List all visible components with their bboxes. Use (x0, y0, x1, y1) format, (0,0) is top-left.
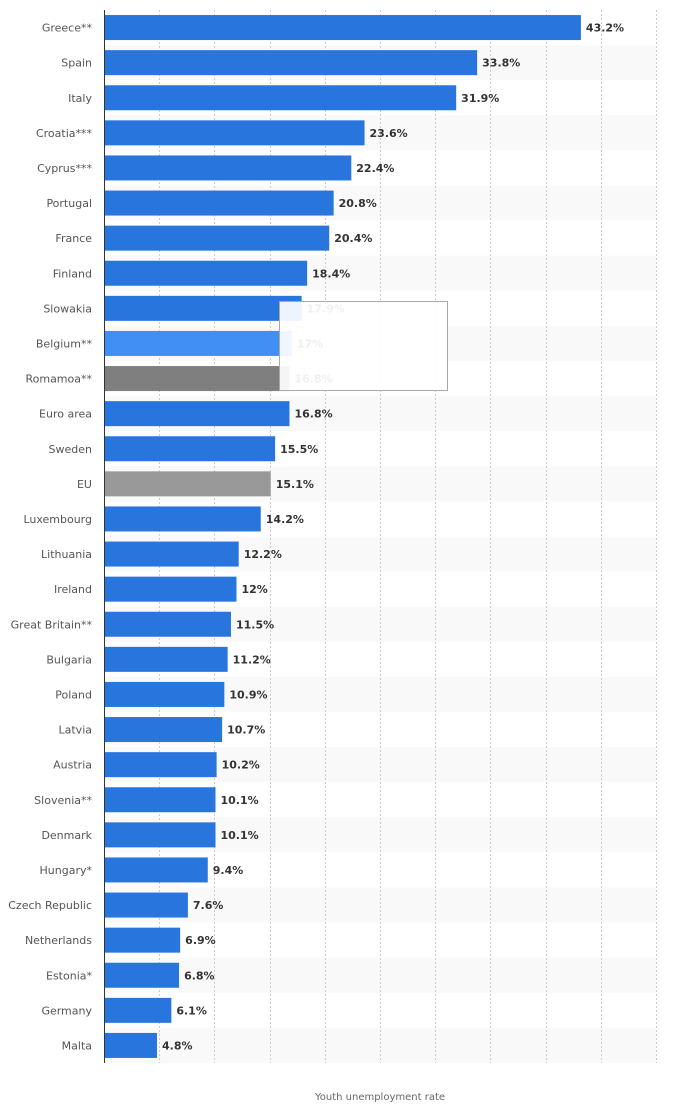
category-label: Italy (68, 92, 92, 105)
category-label: Germany (41, 1004, 92, 1017)
category-label: Luxembourg (23, 513, 92, 526)
category-label: Austria (53, 759, 92, 772)
bar[interactable] (104, 787, 216, 813)
data-label: 20.4% (334, 232, 372, 245)
bar[interactable] (104, 646, 228, 672)
bar[interactable] (104, 120, 365, 146)
data-label: 6.8% (184, 969, 215, 982)
bar[interactable] (104, 260, 308, 286)
category-label: Bulgaria (46, 653, 92, 666)
bar[interactable] (104, 752, 217, 778)
data-label: 33.8% (482, 57, 520, 70)
data-label: 16.8% (294, 408, 332, 421)
bar[interactable] (104, 295, 302, 321)
data-label: 15.5% (280, 443, 318, 456)
category-label: Portugal (46, 197, 92, 210)
category-label: Hungary* (40, 864, 93, 877)
category-label: Spain (61, 57, 92, 70)
category-label: Greece** (42, 22, 93, 35)
category-label: Lithuania (41, 548, 92, 561)
bar[interactable] (104, 892, 188, 918)
data-label: 12.2% (244, 548, 282, 561)
bar[interactable] (104, 401, 290, 427)
data-label: 10.1% (221, 829, 259, 842)
bar[interactable] (104, 541, 239, 567)
row-band (104, 887, 656, 923)
data-label: 10.7% (227, 724, 265, 737)
bar[interactable] (104, 857, 208, 883)
data-label: 12% (241, 583, 267, 596)
category-label: France (55, 232, 92, 245)
category-label: Poland (55, 688, 92, 701)
data-label: 22.4% (356, 162, 394, 175)
data-label: 11.2% (233, 653, 271, 666)
x-axis-title: Youth unemployment rate (314, 1092, 445, 1103)
data-label: 14.2% (266, 513, 304, 526)
bar[interactable] (104, 366, 290, 392)
category-label: Finland (53, 267, 92, 280)
category-label: Malta (62, 1039, 92, 1052)
category-label: Belgium** (36, 337, 93, 350)
data-label: 18.4% (312, 267, 350, 280)
bar[interactable] (104, 436, 276, 462)
data-label: 6.9% (185, 934, 216, 947)
data-label: 10.2% (222, 759, 260, 772)
category-label: Latvia (59, 724, 93, 737)
bar[interactable] (104, 190, 334, 216)
bar[interactable] (104, 717, 223, 743)
data-label: 43.2% (586, 22, 624, 35)
bar[interactable] (104, 155, 352, 181)
bar[interactable] (104, 962, 180, 988)
category-label: Sweden (49, 443, 92, 456)
bar[interactable] (104, 576, 237, 602)
category-label: Slowakia (43, 302, 92, 315)
category-label: Euro area (39, 408, 92, 421)
bar[interactable] (104, 506, 261, 532)
data-label: 10.1% (221, 794, 259, 807)
bar[interactable] (104, 50, 478, 76)
category-label: Slovenia** (34, 794, 92, 807)
category-label: Ireland (54, 583, 92, 596)
bar[interactable] (104, 471, 271, 497)
bar[interactable] (104, 927, 181, 953)
bar[interactable] (104, 1032, 157, 1058)
bar[interactable] (104, 681, 225, 707)
data-label: 4.8% (162, 1039, 193, 1052)
data-label: 11.5% (236, 618, 274, 631)
bar[interactable] (104, 822, 216, 848)
data-label: 23.6% (370, 127, 408, 140)
category-label: Denmark (41, 829, 92, 842)
category-label: Croatia*** (36, 127, 93, 140)
category-label: Netherlands (25, 934, 92, 947)
data-label: 20.8% (339, 197, 377, 210)
bar[interactable] (104, 330, 292, 356)
bar[interactable] (104, 997, 172, 1023)
bar[interactable] (104, 611, 231, 637)
data-label: 6.1% (176, 1004, 207, 1017)
category-label: Czech Republic (8, 899, 92, 912)
data-label: 9.4% (213, 864, 244, 877)
bar[interactable] (104, 225, 330, 251)
data-label: 10.9% (229, 688, 267, 701)
category-label: Cyprus*** (37, 162, 92, 175)
data-label: 31.9% (461, 92, 499, 105)
bar[interactable] (104, 85, 457, 111)
row-band (104, 1027, 656, 1063)
category-label: Great Britain** (11, 618, 93, 631)
category-label: Estonia* (46, 969, 92, 982)
data-label: 15.1% (276, 478, 314, 491)
tooltip-box (279, 301, 448, 391)
category-label: EU (77, 478, 92, 491)
data-label: 7.6% (193, 899, 224, 912)
category-label: Romamoa** (25, 373, 92, 386)
bar[interactable] (104, 15, 581, 41)
